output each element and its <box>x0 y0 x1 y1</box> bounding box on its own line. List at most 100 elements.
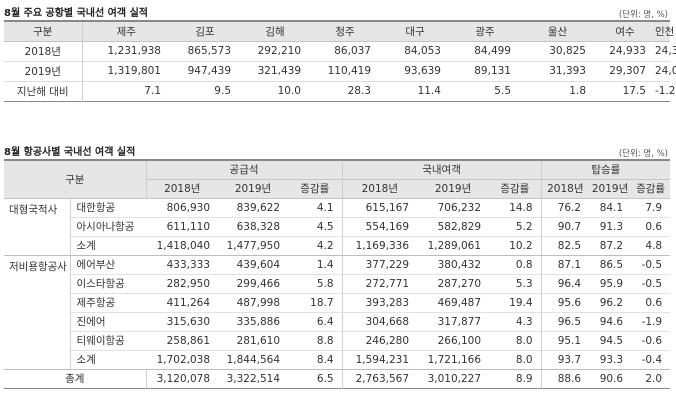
cell: 2,763,567 <box>341 369 418 388</box>
cell: 10.2 <box>489 236 542 256</box>
group-header-load-factor: 탑승률 <box>540 160 671 180</box>
table-row: 2019년 1,319,801 947,439 321,439 110,419 … <box>4 61 676 82</box>
subheader: 2019년 <box>417 179 490 199</box>
cell: 84,053 <box>380 41 450 62</box>
airline-name: 소계 <box>70 236 147 256</box>
cell: 282,950 <box>146 274 219 294</box>
cell: 266,100 <box>417 331 490 351</box>
cell: 11.4 <box>417 85 441 97</box>
table-row: 진에어 315,630 335,886 6.4 304,668 317,877 … <box>4 312 671 332</box>
cell: -1.2 <box>655 85 676 97</box>
cell: 4.5 <box>288 217 343 237</box>
cell: 89,131 <box>450 61 520 82</box>
table1-header-category: 구분 <box>4 21 83 42</box>
cell: 433,333 <box>146 255 219 275</box>
airline-name: 티웨이항공 <box>70 331 147 351</box>
cell: 14.8 <box>489 198 542 218</box>
cell: 1,319,801 <box>82 61 170 82</box>
cell: 8.9 <box>515 372 533 385</box>
cell: 582,829 <box>417 217 490 237</box>
table2-subheader-row: 2018년 2019년 증감률 2018년 2019년 증감률 2018년 20… <box>4 179 671 199</box>
airline-name: 소계 <box>70 350 147 370</box>
cell: 30,825 <box>520 41 595 62</box>
table1-title: 8월 주요 공항별 국내선 여객 실적 <box>4 8 148 19</box>
cell: 1,594,231 <box>341 350 418 370</box>
subheader: 증감률 <box>489 179 542 199</box>
table2-group-header-row: 구분 공급석 국내여객 탑승률 <box>4 160 671 199</box>
table1-unit: (단위: 명, %) <box>618 10 668 20</box>
cell: 19.4 <box>489 293 542 313</box>
subheader: 증감률 <box>631 179 671 199</box>
cell: 82.5 <box>540 236 590 256</box>
cell: 6.5 <box>316 372 334 385</box>
table-row: 제주항공 411,264 487,998 18.7 393,283 469,48… <box>4 293 671 313</box>
table-row: 소계 1,702,038 1,844,564 8.4 1,594,231 1,7… <box>4 350 671 370</box>
cell: 393,283 <box>341 293 418 313</box>
cell: -0.4 <box>631 350 671 370</box>
cell: 90.6 <box>599 372 624 385</box>
cell: 1.4 <box>288 255 343 275</box>
cell: 110,419 <box>310 61 380 82</box>
cell: 24,017 <box>655 61 676 82</box>
table2-title: 8월 항공사별 국내선 여객 실적 <box>4 147 136 158</box>
cell: 95.9 <box>589 274 632 294</box>
cell: 86,037 <box>310 41 380 62</box>
cell: 96.5 <box>540 312 590 332</box>
cell: 1,169,336 <box>341 236 418 256</box>
cell: 1,289,061 <box>417 236 490 256</box>
cell: 93,639 <box>380 61 450 82</box>
cell: 4.2 <box>288 236 343 256</box>
table1-header-yeosu: 여수 <box>595 21 655 42</box>
cell: 8.4 <box>288 350 343 370</box>
table-row: 지난해 대비 7.1 9.5 10.0 28.3 11.4 5.5 1.8 17… <box>4 81 676 101</box>
cell: 18.7 <box>288 293 343 313</box>
cell: 1,702,038 <box>146 350 219 370</box>
cell: 1,418,040 <box>146 236 219 256</box>
cell: 87.2 <box>589 236 632 256</box>
airline-name: 제주항공 <box>70 293 147 313</box>
cell: 4.8 <box>631 236 671 256</box>
cell: -1.9 <box>631 312 671 332</box>
cell: 299,466 <box>218 274 289 294</box>
cell: 4.1 <box>288 198 343 218</box>
airline-name: 이스타항공 <box>70 274 147 294</box>
cell: 304,668 <box>341 312 418 332</box>
table-row: 소계 1,418,040 1,477,950 4.2 1,169,336 1,2… <box>4 236 671 256</box>
cell: 5.5 <box>494 85 511 97</box>
cell: 1,231,938 <box>82 41 170 62</box>
table1-header-gimpo: 김포 <box>170 21 240 42</box>
cell: 3,120,078 <box>156 372 211 385</box>
cell: 947,439 <box>170 61 240 82</box>
subheader: 2018년 <box>341 179 418 199</box>
airline-name: 진에어 <box>70 312 147 332</box>
table1-header-daegu: 대구 <box>380 21 450 42</box>
cell: 90.7 <box>540 217 590 237</box>
cell: 7.9 <box>631 198 671 218</box>
cell: -0.5 <box>631 274 671 294</box>
cell: -0.5 <box>631 255 671 275</box>
cell: 91.3 <box>589 217 632 237</box>
cell: 94.5 <box>589 331 632 351</box>
cell: 28.3 <box>347 85 371 97</box>
cell: 96.2 <box>589 293 632 313</box>
cell: 335,886 <box>218 312 289 332</box>
cell: 8.8 <box>288 331 343 351</box>
cell: 76.2 <box>540 198 590 218</box>
table-row: 티웨이항공 258,861 281,610 8.8 246,280 266,10… <box>4 331 671 351</box>
airline-passenger-table: 구분 공급석 국내여객 탑승률 2018년 2019년 증감률 2018년 20… <box>4 159 671 389</box>
subheader: 2019년 <box>218 179 289 199</box>
cell: 0.6 <box>631 217 671 237</box>
cell: 1,844,564 <box>218 350 289 370</box>
cell: 377,229 <box>341 255 418 275</box>
cell: 246,280 <box>341 331 418 351</box>
cell: 315,630 <box>146 312 219 332</box>
row-label: 2018년 <box>4 41 83 62</box>
section-category: 대형국적사 <box>4 198 71 256</box>
cell: 865,573 <box>170 41 240 62</box>
row-label: 2019년 <box>4 61 83 82</box>
table2-header-category: 구분 <box>4 160 147 199</box>
cell: 487,998 <box>218 293 289 313</box>
cell: 321,439 <box>240 61 310 82</box>
cell: 24,933 <box>595 41 655 62</box>
cell: 0.8 <box>489 255 542 275</box>
